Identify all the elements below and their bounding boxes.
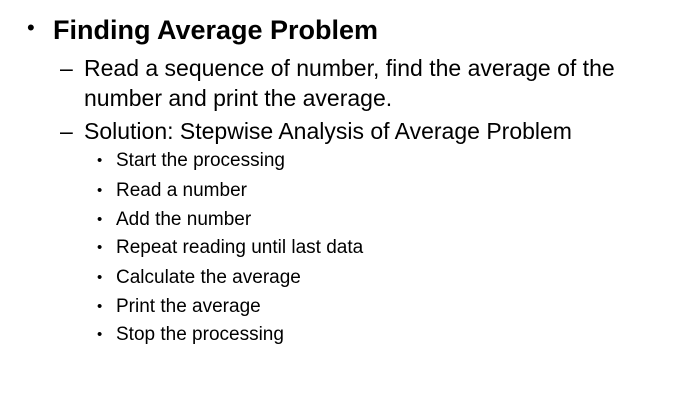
- step-item: Stop the processing: [116, 324, 284, 345]
- sub-point-1-line-1: Read a sequence of number, find the aver…: [84, 55, 615, 81]
- bullet-icon: •: [97, 298, 103, 315]
- step-item: Calculate the average: [116, 267, 301, 288]
- bullet-icon: •: [97, 152, 103, 169]
- dash-icon: –: [60, 55, 73, 81]
- sub-point-1-line-2: number and print the average.: [84, 85, 393, 111]
- bullet-icon: •: [97, 239, 103, 256]
- bullet-icon: •: [97, 269, 103, 286]
- step-item: Repeat reading until last data: [116, 237, 364, 258]
- bullet-icon: •: [97, 182, 103, 199]
- dash-icon: –: [60, 118, 73, 144]
- bullet-icon: •: [97, 211, 103, 228]
- step-item: Start the processing: [116, 150, 285, 171]
- step-item: Read a number: [116, 180, 247, 201]
- sub-point-2: Solution: Stepwise Analysis of Average P…: [84, 118, 572, 144]
- slide-heading: Finding Average Problem: [53, 15, 379, 45]
- step-item: Add the number: [116, 209, 252, 230]
- bullet-icon: •: [27, 15, 35, 40]
- bullet-icon: •: [97, 326, 103, 343]
- step-item: Print the average: [116, 296, 261, 317]
